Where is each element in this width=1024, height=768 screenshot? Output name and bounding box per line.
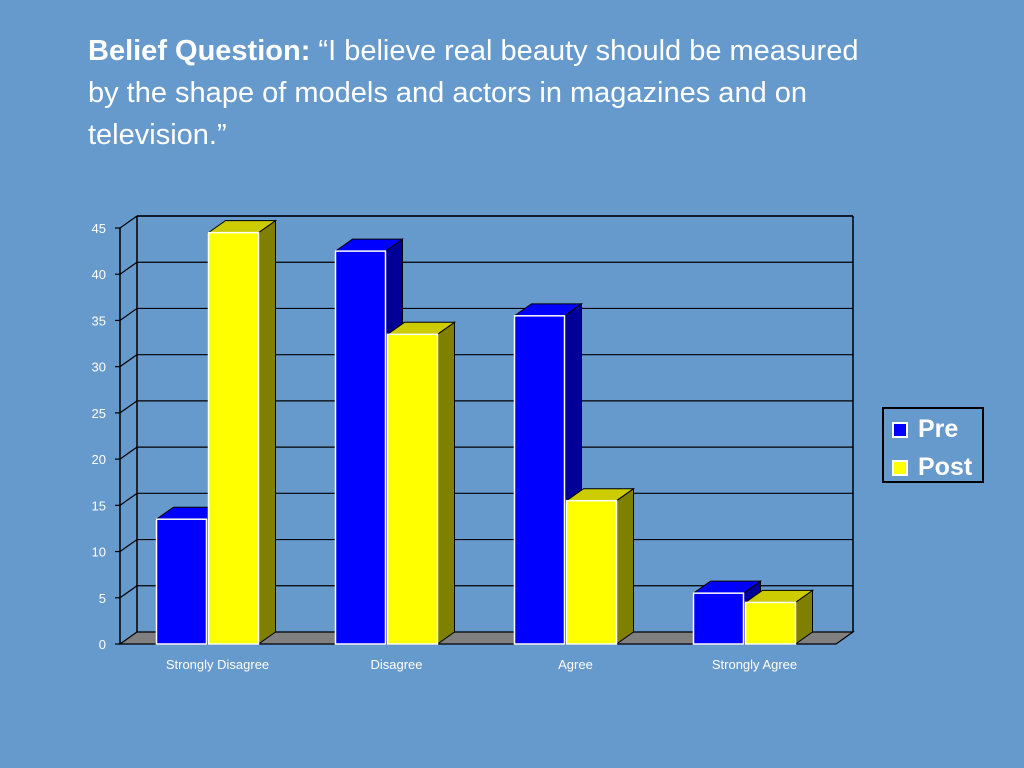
gridline-side <box>119 307 138 321</box>
gridline-side <box>119 539 138 553</box>
y-tick-label: 25 <box>92 406 106 421</box>
y-tick-label: 30 <box>92 360 106 375</box>
gridline-side <box>119 354 138 368</box>
bar-pre-3 <box>692 592 745 645</box>
legend-item-post: Post <box>892 453 972 482</box>
legend-label-post: Post <box>918 453 973 481</box>
bar-post-3 <box>744 601 797 645</box>
title-bold-prefix: Belief Question: <box>88 35 311 67</box>
y-tick-label: 10 <box>92 545 106 560</box>
y-tick-label: 15 <box>92 498 106 513</box>
legend-label-pre: Pre <box>918 415 959 443</box>
bar-post-0 <box>207 231 260 645</box>
gridline-side <box>119 400 138 414</box>
legend-swatch-pre <box>892 421 908 438</box>
x-tick-label: Strongly Disagree <box>166 657 269 672</box>
bar-side-post-0 <box>258 219 276 645</box>
gridline-side <box>119 492 138 506</box>
gridline-side <box>119 446 138 460</box>
y-tick-label: 0 <box>99 637 106 652</box>
x-tick-label: Agree <box>558 657 593 672</box>
gridline-side <box>119 585 138 599</box>
slide-title: Belief Question: “I believe real beauty … <box>88 30 888 156</box>
title-question-text: “I believe real beauty should be measure… <box>88 35 859 151</box>
bar-pre-0 <box>155 518 208 645</box>
bar-side-post-2 <box>616 487 634 645</box>
x-tick-label: Disagree <box>370 657 422 672</box>
y-tick-label: 20 <box>92 452 106 467</box>
bar-post-1 <box>386 333 439 645</box>
x-tick-label: Strongly Agree <box>712 657 797 672</box>
bar-side-post-1 <box>437 321 455 645</box>
legend-swatch-post <box>892 459 908 476</box>
y-tick-label: 35 <box>92 313 106 328</box>
bar-pre-1 <box>334 250 387 645</box>
y-tick-label: 45 <box>92 221 106 236</box>
gridline-side <box>119 215 138 229</box>
bar-pre-2 <box>513 315 566 645</box>
legend-item-pre: Pre <box>892 415 958 444</box>
y-tick-label: 5 <box>99 591 106 606</box>
gridline-side <box>119 261 138 275</box>
bar-post-2 <box>565 499 618 645</box>
y-tick-label: 40 <box>92 267 106 282</box>
chart-legend: Pre Post <box>882 407 984 483</box>
